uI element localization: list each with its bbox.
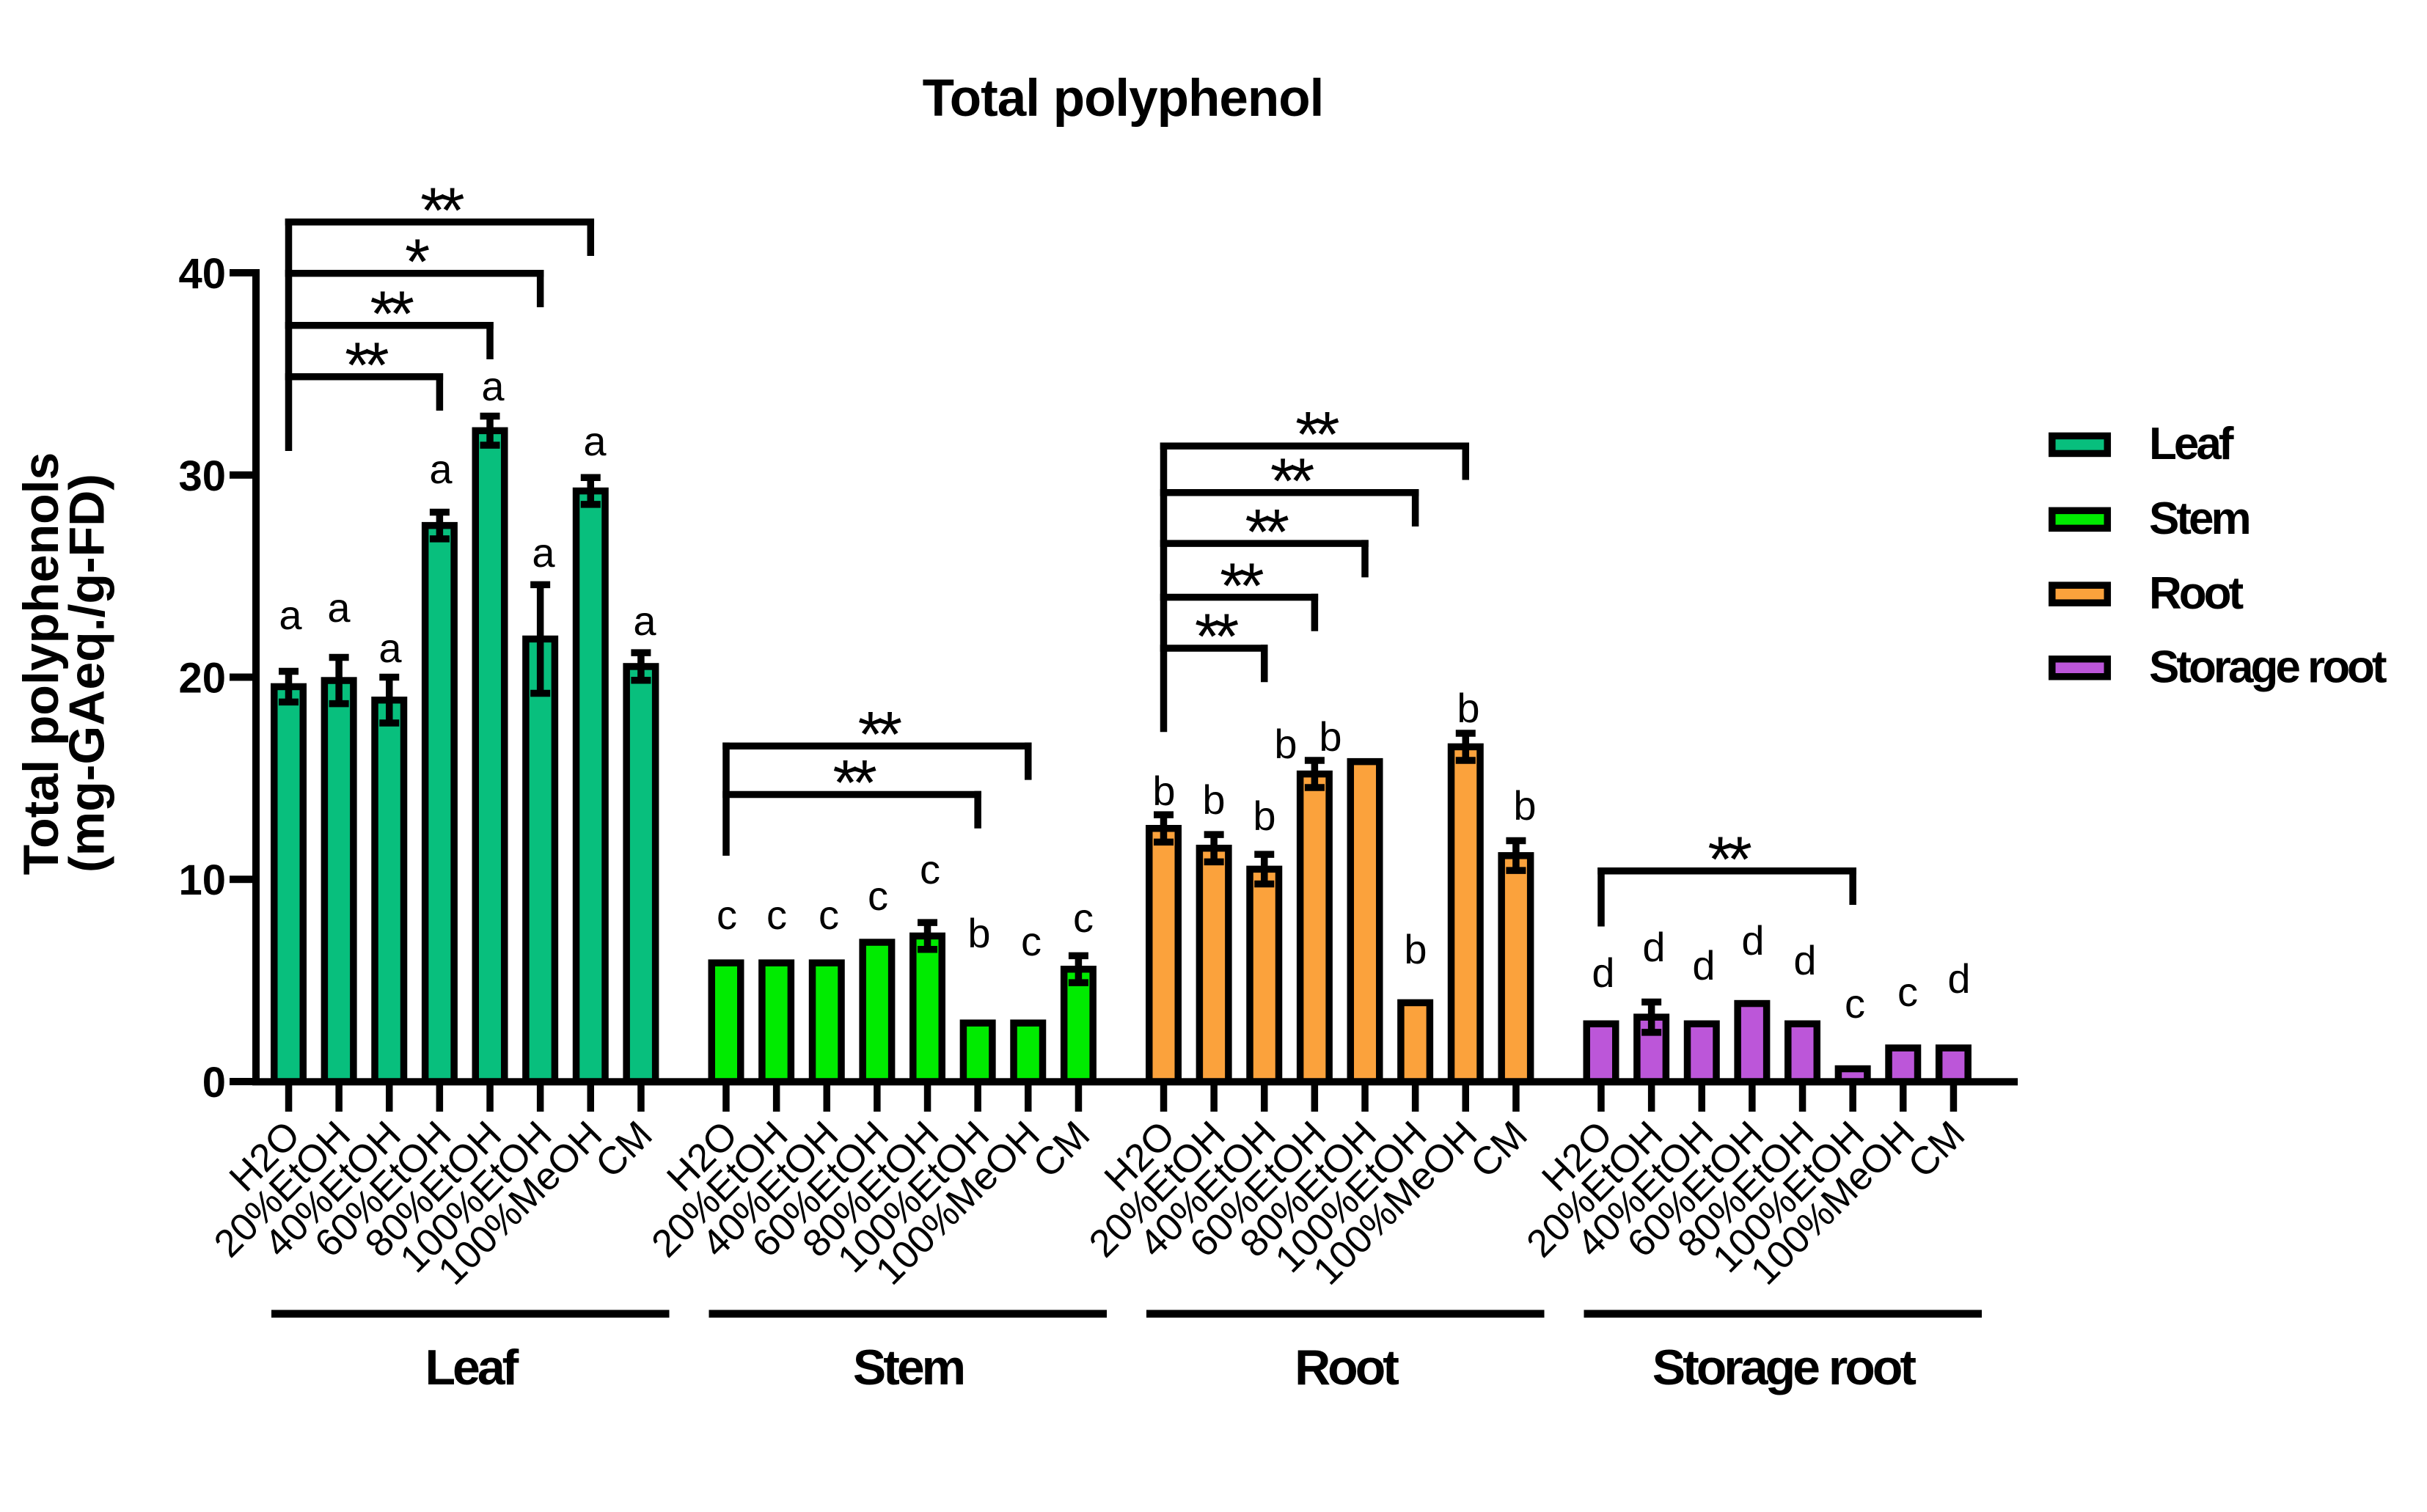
svg-text:a: a: [378, 625, 402, 671]
svg-text:b: b: [1404, 926, 1427, 972]
svg-text:c: c: [1897, 969, 1918, 1015]
svg-text:**: **: [420, 174, 464, 246]
svg-text:d: d: [1642, 924, 1665, 970]
svg-text:b: b: [967, 910, 990, 956]
svg-text:Leaf: Leaf: [425, 1340, 519, 1395]
svg-text:**: **: [832, 746, 876, 819]
svg-text:20: 20: [178, 655, 226, 702]
svg-text:Leaf: Leaf: [2149, 419, 2234, 469]
svg-text:a: a: [279, 592, 302, 638]
svg-text:c: c: [868, 873, 888, 919]
svg-text:c: c: [766, 892, 787, 938]
svg-text:d: d: [1793, 937, 1816, 983]
svg-text:Root: Root: [2149, 568, 2244, 619]
svg-text:b: b: [1274, 721, 1297, 767]
svg-text:b: b: [1457, 685, 1479, 731]
svg-text:a: a: [633, 598, 656, 644]
svg-text:40: 40: [178, 250, 226, 298]
svg-text:(mg-GAeq./g-FD): (mg-GAeq./g-FD): [59, 474, 115, 873]
svg-text:a: a: [429, 446, 453, 492]
svg-text:**: **: [1195, 600, 1238, 672]
svg-text:b: b: [1513, 782, 1536, 829]
svg-text:c: c: [1845, 980, 1865, 1027]
svg-text:c: c: [717, 892, 737, 938]
svg-text:c: c: [1073, 895, 1094, 941]
svg-text:**: **: [1707, 823, 1751, 895]
svg-text:d: d: [1741, 917, 1764, 964]
svg-text:Total polyphenols: Total polyphenols: [13, 452, 69, 876]
svg-text:**: **: [345, 329, 388, 401]
svg-text:Stem: Stem: [853, 1340, 964, 1395]
svg-text:c: c: [920, 846, 940, 892]
svg-text:d: d: [1692, 942, 1715, 988]
svg-text:30: 30: [178, 452, 226, 500]
svg-text:a: a: [327, 584, 351, 631]
svg-text:b: b: [1253, 793, 1275, 839]
svg-text:a: a: [583, 418, 607, 464]
svg-text:a: a: [532, 529, 555, 576]
svg-text:Storage root: Storage root: [1652, 1340, 1917, 1395]
svg-text:c: c: [819, 892, 839, 938]
svg-text:b: b: [1202, 777, 1225, 823]
svg-text:d: d: [1947, 955, 1970, 1002]
svg-text:Root: Root: [1295, 1340, 1399, 1395]
svg-text:10: 10: [178, 856, 226, 904]
svg-text:d: d: [1592, 950, 1614, 996]
svg-text:c: c: [1021, 918, 1042, 964]
svg-text:b: b: [1152, 768, 1175, 814]
svg-text:Storage root: Storage root: [2149, 642, 2387, 693]
svg-text:b: b: [1319, 713, 1341, 760]
svg-text:a: a: [481, 363, 505, 409]
svg-text:0: 0: [202, 1059, 226, 1107]
svg-text:Stem: Stem: [2149, 493, 2249, 544]
svg-text:Total polyphenol: Total polyphenol: [923, 70, 1324, 128]
